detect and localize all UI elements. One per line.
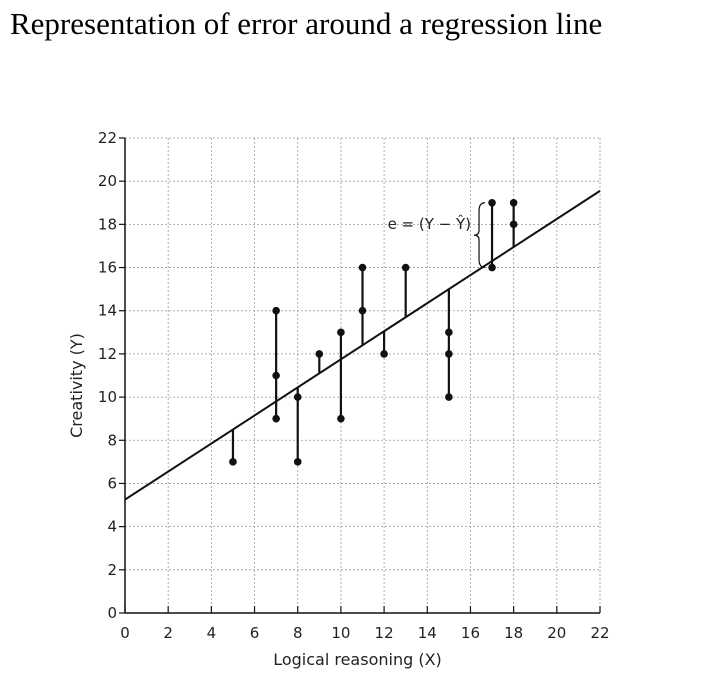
x-tick-label: 20 [547, 624, 566, 642]
x-tick-label: 22 [590, 624, 609, 642]
x-tick-label: 18 [504, 624, 523, 642]
y-tick-label: 20 [98, 172, 117, 190]
data-point [315, 350, 324, 358]
x-tick-label: 12 [375, 624, 394, 642]
x-tick-label: 6 [250, 624, 260, 642]
error-annotation-text: e = (Y − Ŷ) [388, 214, 471, 233]
axes [119, 137, 601, 614]
data-point [293, 458, 302, 466]
data-point [445, 393, 453, 401]
y-tick-label: 18 [98, 215, 117, 233]
y-axis-label: Creativity (Y) [67, 333, 86, 438]
x-tick-label: 0 [120, 624, 130, 642]
y-tick-label: 16 [98, 259, 117, 277]
x-tick-label: 14 [418, 624, 437, 642]
x-tick-label: 16 [461, 624, 480, 642]
data-point [293, 393, 302, 401]
data-point [401, 263, 410, 272]
data-points [229, 198, 518, 466]
data-point [380, 350, 388, 358]
data-point [337, 414, 345, 423]
x-tick-label: 10 [331, 624, 350, 642]
y-tick-label: 14 [98, 302, 117, 320]
y-tick-label: 4 [107, 518, 117, 536]
y-tick-label: 10 [98, 388, 117, 406]
data-point [272, 306, 280, 315]
y-tick-label: 22 [98, 129, 117, 147]
x-tick-label: 4 [207, 624, 217, 642]
data-point [358, 263, 367, 272]
data-point [229, 458, 237, 466]
data-point [337, 328, 345, 337]
y-tick-label: 8 [107, 431, 117, 449]
x-tick-label: 2 [163, 624, 173, 642]
grid-lines [124, 137, 601, 614]
data-point [488, 263, 496, 272]
data-point [445, 328, 453, 337]
page-title: Representation of error around a regress… [10, 6, 603, 41]
y-tick-label: 6 [107, 474, 117, 492]
y-tick-label: 2 [107, 561, 117, 579]
y-tick-labels: 0 2 4 6 8 10 12 14 16 18 20 22 [98, 129, 117, 622]
x-axis-label: Logical reasoning (X) [273, 650, 442, 669]
error-lines [231, 202, 515, 462]
x-tick-label: 8 [293, 624, 303, 642]
y-tick-label: 12 [98, 345, 117, 363]
y-tick-label: 0 [107, 604, 117, 622]
data-point [272, 371, 280, 380]
regression-line-path [124, 190, 601, 501]
data-point [488, 198, 496, 207]
data-point [509, 198, 518, 207]
data-point [358, 306, 367, 315]
data-point [445, 350, 453, 358]
error-brace [474, 202, 486, 269]
x-tick-labels: 0 2 4 6 8 10 12 14 16 18 20 22 [120, 624, 609, 642]
data-point [272, 414, 280, 423]
regression-line [124, 190, 601, 501]
data-point [509, 220, 518, 229]
